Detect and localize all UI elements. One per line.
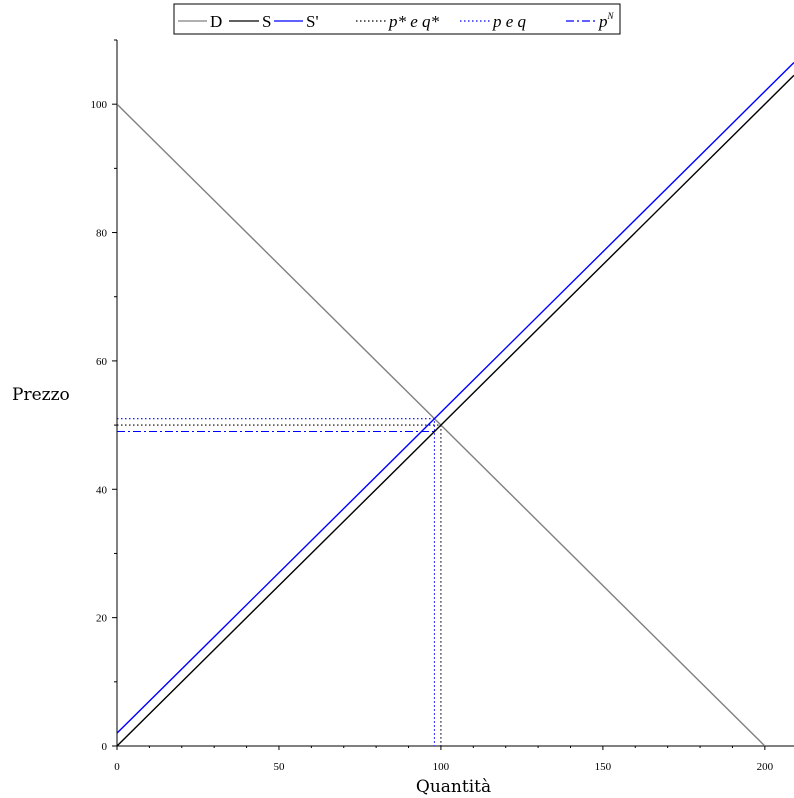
legend-label-4: p e q [492,12,527,31]
x-tick-label: 200 [757,761,774,773]
legend-label-3: p* e q* [388,12,440,31]
legend: D S S' p* e q* p e q pN [173,3,621,35]
y-tick-label: 100 [91,99,108,111]
series-line-4 [117,418,435,746]
x-axis-title: Quantità [416,777,491,797]
y-axis-title: Prezzo [12,385,70,405]
legend-label-0: D [210,12,222,31]
series-line-1 [117,74,794,746]
legend-box [173,3,621,35]
legend-label-2: S' [306,12,319,31]
y-tick-label: 0 [102,741,108,753]
x-tick-label: 150 [595,761,612,773]
x-tick-label: 100 [433,761,450,773]
x-tick-label: 0 [114,761,120,773]
legend-label-5: pN [598,11,615,31]
y-tick-label: 20 [96,613,108,625]
y-tick-label: 60 [96,356,108,368]
legend-label-1: S [262,12,271,31]
x-tick-label: 50 [273,761,285,773]
series-line-2 [117,61,794,734]
y-tick-label: 40 [96,484,108,496]
y-tick-label: 80 [96,228,108,240]
